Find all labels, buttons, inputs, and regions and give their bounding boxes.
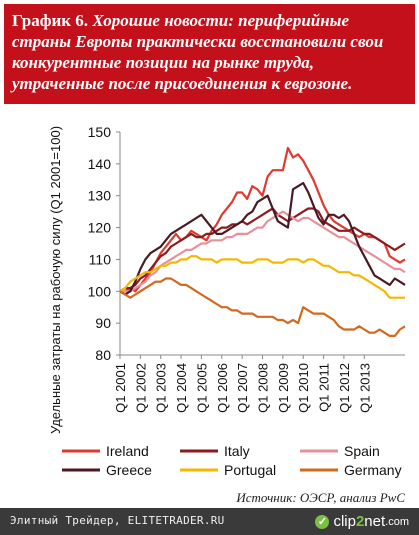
y-axis-label: Удельные затраты на рабочую силу (Q1 200… (48, 126, 63, 434)
figure-title: Хорошие новости: периферийные страны Евр… (12, 11, 384, 93)
x-tick-label: Q1 2008 (256, 363, 271, 413)
x-tick-label: Q1 2003 (154, 363, 169, 413)
legend: Ireland Italy Spain Greece Portugal Germany (62, 443, 402, 478)
x-tick-label: Q1 2013 (357, 363, 372, 413)
series-line-germany (119, 277, 406, 337)
logo-text-prefix: clip (333, 513, 356, 530)
x-tick-label: Q1 2004 (174, 363, 189, 413)
x-tick-label: Q1 2009 (276, 363, 291, 413)
y-tick-label: 110 (89, 251, 112, 267)
legend-label-ireland: Ireland (106, 443, 149, 459)
y-tick-label: 150 (88, 124, 112, 140)
legend-label-portugal: Portugal (224, 462, 276, 478)
source-note: Источник: ОЭСР, анализ PwC (236, 490, 405, 505)
y-tick-label: 90 (95, 315, 111, 331)
legend-label-germany: Germany (344, 462, 402, 478)
clip2net-logo: ✓ clip 2 net .com (315, 510, 409, 533)
x-tick-label: Q1 2007 (235, 363, 250, 413)
chart-caption: График 6. Хорошие новости: периферийные … (4, 4, 415, 104)
series-line-ireland (120, 146, 406, 293)
series-line-portugal (119, 255, 405, 299)
series-line-italy (119, 207, 406, 293)
watermark-bar: Элитный Трейдер, ELITETRADER.RU ✓ clip 2 n… (0, 508, 419, 535)
series-line-spain (120, 210, 406, 293)
y-tick-label: 100 (88, 283, 112, 299)
y-axis: 80 90 100 110 120 130 140 150 (88, 124, 121, 363)
figure-label: График 6. (12, 11, 89, 30)
plot-area (119, 146, 406, 337)
x-tick-label: Q1 2001 (113, 363, 128, 413)
x-tick-label: Q1 2002 (133, 363, 148, 413)
x-tick-label: Q1 2012 (337, 363, 352, 413)
y-tick-label: 80 (95, 347, 111, 363)
legend-label-italy: Italy (224, 443, 250, 459)
x-axis: Q1 2001 Q1 2002 Q1 2003 Q1 2004 Q1 2005 Q1 20… (113, 354, 405, 413)
legend-label-greece: Greece (106, 462, 152, 478)
y-tick-label: 120 (88, 220, 112, 236)
series-line-greece (119, 181, 406, 296)
logo-text-two: 2 (355, 513, 365, 530)
x-tick-label: Q1 2011 (317, 363, 332, 412)
x-tick-label: Q1 2006 (215, 363, 230, 413)
legend-label-spain: Spain (344, 443, 380, 459)
logo-text-tld: .com (385, 515, 409, 528)
x-tick-label: Q1 2010 (296, 363, 311, 413)
watermark-caption: Элитный Трейдер, ELITETRADER.RU (10, 514, 225, 527)
y-tick-label: 130 (88, 188, 112, 204)
logo-text-suffix: net (364, 513, 386, 530)
paperclip-icon: ✓ (315, 514, 330, 529)
x-tick-label: Q1 2005 (194, 363, 209, 413)
y-tick-label: 140 (88, 156, 112, 172)
